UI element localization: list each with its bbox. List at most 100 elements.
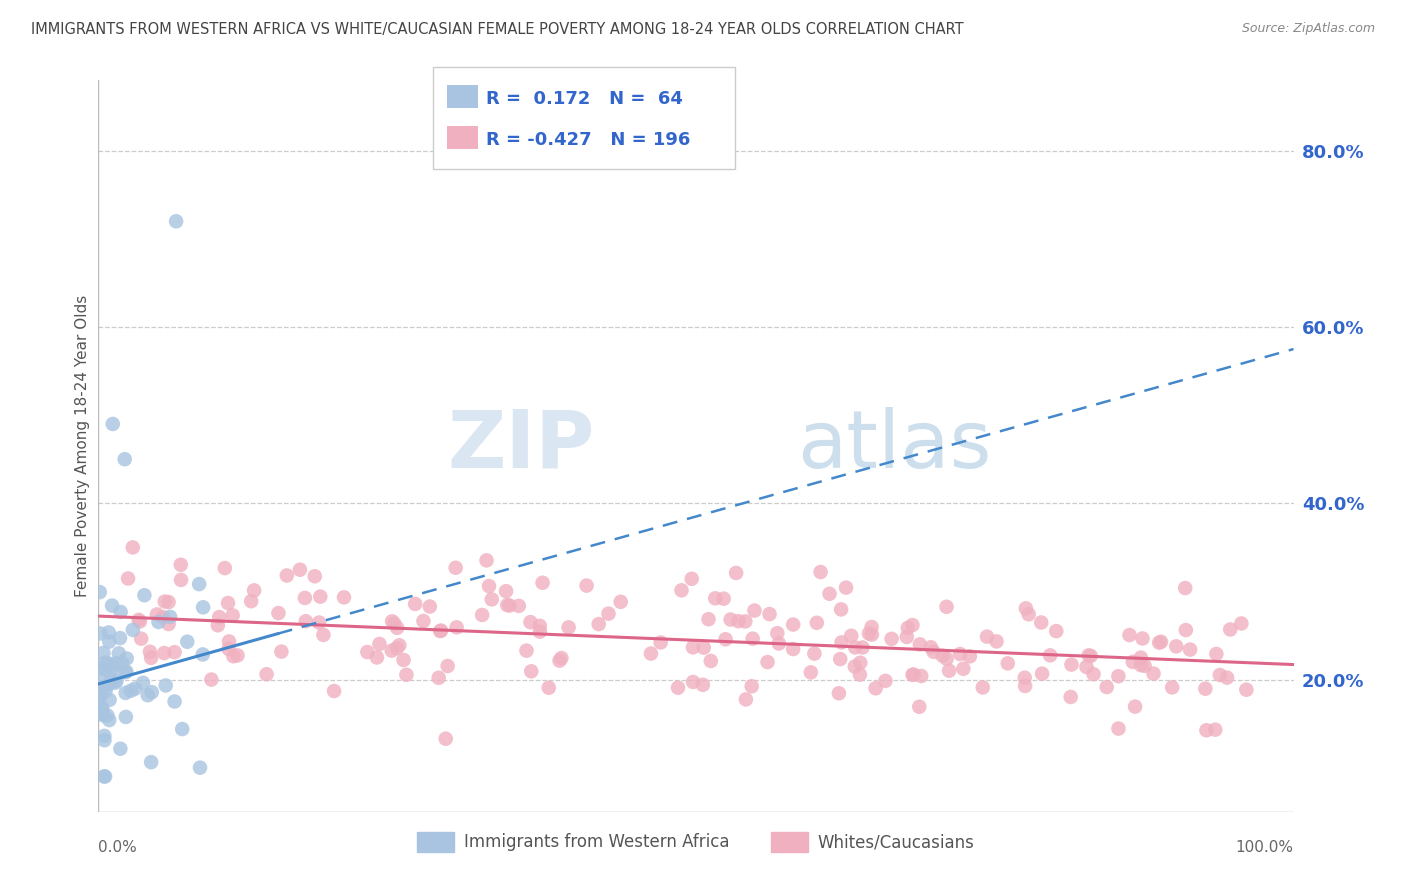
Point xyxy=(157,617,180,632)
Point xyxy=(155,678,177,692)
Point xyxy=(609,595,631,609)
Point xyxy=(1150,634,1173,648)
Point xyxy=(101,660,124,674)
Point xyxy=(427,671,450,685)
Point xyxy=(110,741,132,756)
Point xyxy=(935,652,957,666)
Point xyxy=(720,613,742,627)
Point xyxy=(207,618,229,632)
Point xyxy=(1230,616,1253,631)
Point xyxy=(714,632,737,647)
Point xyxy=(208,610,231,624)
Point xyxy=(1178,642,1201,657)
Point xyxy=(218,634,240,648)
Point xyxy=(226,648,249,663)
Point xyxy=(692,678,714,692)
Point xyxy=(117,572,139,586)
Point xyxy=(172,722,194,736)
Point xyxy=(997,657,1019,671)
Point xyxy=(598,607,620,621)
Point xyxy=(860,627,883,641)
Point xyxy=(478,579,501,593)
Point xyxy=(132,675,155,690)
Point xyxy=(744,603,766,617)
Point xyxy=(1031,666,1053,681)
Point xyxy=(240,594,263,608)
Point xyxy=(256,667,278,681)
Point xyxy=(922,645,945,659)
Point xyxy=(704,591,727,606)
Point xyxy=(188,761,211,775)
Point xyxy=(191,648,214,662)
Point xyxy=(170,573,193,587)
Point xyxy=(725,566,748,580)
Point xyxy=(270,645,292,659)
Point xyxy=(693,640,716,655)
Point xyxy=(100,674,122,689)
Point xyxy=(830,602,852,616)
Point xyxy=(908,699,931,714)
Point xyxy=(446,620,468,634)
Point xyxy=(385,640,408,655)
Point xyxy=(475,553,498,567)
Point xyxy=(575,578,598,592)
Point xyxy=(588,617,610,632)
Point xyxy=(93,708,115,723)
Point xyxy=(531,575,554,590)
Point xyxy=(1122,655,1144,669)
Point xyxy=(697,612,720,626)
Point xyxy=(97,657,120,671)
Point xyxy=(444,560,467,574)
Text: ZIP: ZIP xyxy=(447,407,595,485)
Point xyxy=(1133,658,1156,673)
Point xyxy=(139,755,162,769)
Point xyxy=(89,626,111,640)
Point xyxy=(93,663,115,677)
Point xyxy=(1118,628,1140,642)
Point xyxy=(128,615,150,629)
Point xyxy=(108,631,131,645)
Text: 0.0%: 0.0% xyxy=(98,840,138,855)
Point xyxy=(498,599,520,613)
Point xyxy=(312,628,335,642)
Point xyxy=(97,678,120,692)
Point xyxy=(756,655,779,669)
Point xyxy=(1080,648,1102,663)
Point xyxy=(139,645,162,659)
Point xyxy=(153,594,176,608)
Point xyxy=(851,640,873,655)
Point xyxy=(436,659,458,673)
Point xyxy=(557,620,579,634)
Point xyxy=(758,607,780,621)
Point xyxy=(682,640,704,655)
Point xyxy=(93,733,115,747)
Point xyxy=(831,635,853,649)
Point xyxy=(121,541,143,555)
Point xyxy=(304,569,326,583)
Point xyxy=(1174,623,1197,637)
Point xyxy=(115,710,138,724)
Text: Source: ZipAtlas.com: Source: ZipAtlas.com xyxy=(1241,22,1375,36)
Point xyxy=(98,693,121,707)
Point xyxy=(90,700,112,714)
Point xyxy=(931,648,953,663)
Point xyxy=(681,572,703,586)
Point xyxy=(1107,669,1129,683)
Point xyxy=(700,654,723,668)
Point xyxy=(288,563,311,577)
Point xyxy=(1095,680,1118,694)
Point xyxy=(1129,650,1152,665)
Point xyxy=(1195,723,1218,738)
Point xyxy=(163,694,186,708)
Point xyxy=(839,629,862,643)
Point xyxy=(434,731,457,746)
Point xyxy=(124,681,146,696)
Point xyxy=(520,665,543,679)
Point xyxy=(1083,667,1105,681)
Point xyxy=(1147,635,1170,649)
Point xyxy=(800,665,823,680)
Point xyxy=(1132,632,1154,646)
Point xyxy=(735,692,758,706)
Text: IMMIGRANTS FROM WESTERN AFRICA VS WHITE/CAUCASIAN FEMALE POVERTY AMONG 18-24 YEA: IMMIGRANTS FROM WESTERN AFRICA VS WHITE/… xyxy=(31,22,963,37)
Point xyxy=(152,610,174,624)
